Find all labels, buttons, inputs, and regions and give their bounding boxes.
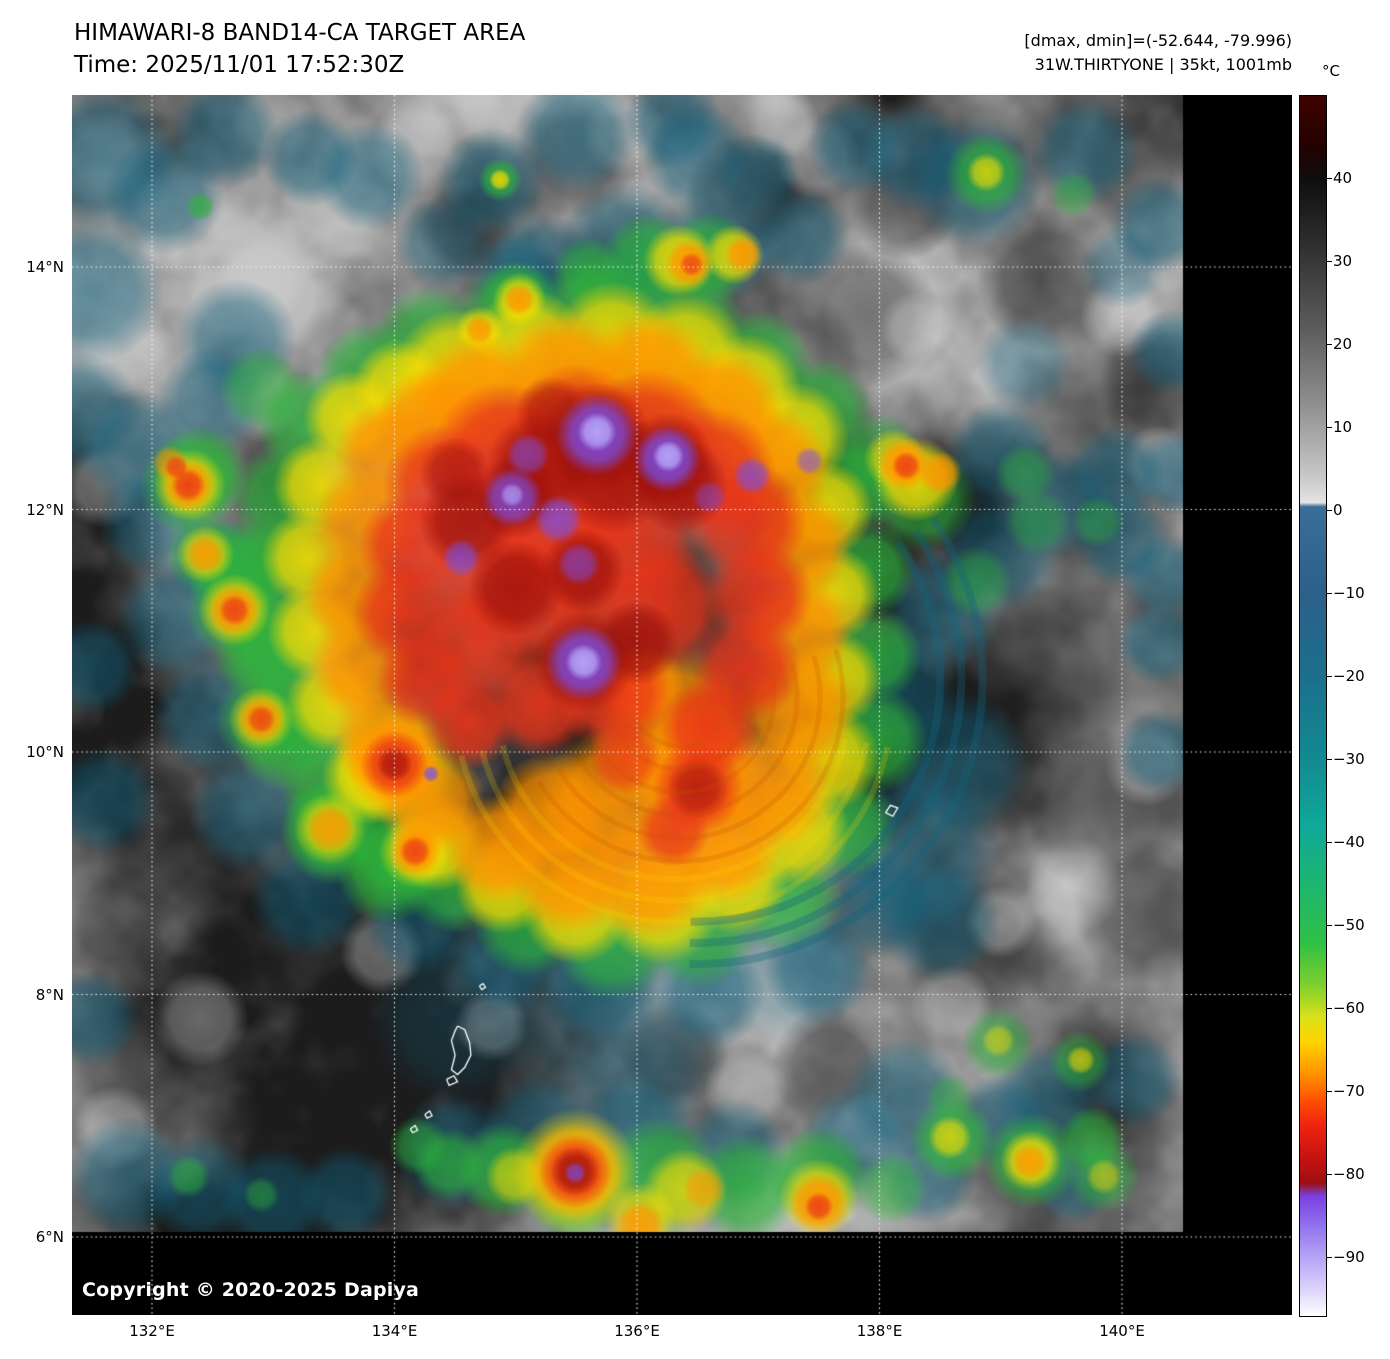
lat-label: 6°N [35, 1228, 64, 1246]
lat-label: 12°N [26, 500, 64, 519]
colorbar-tick-label: −90 [1326, 1247, 1365, 1266]
colorbar-tick-label: −50 [1326, 915, 1365, 934]
colorbar-tick-label: −10 [1326, 583, 1365, 602]
map-plot: Copyright © 2020-2025 Dapiya [72, 95, 1292, 1315]
colorbar-unit-label: °C [1322, 62, 1340, 80]
copyright-text: Copyright © 2020-2025 Dapiya [82, 1279, 420, 1301]
lat-label: 8°N [35, 985, 64, 1004]
lon-label: 140°E [1099, 1322, 1145, 1340]
colorbar-tick-label: 30 [1325, 251, 1353, 270]
colorbar-tick-label: −80 [1326, 1164, 1365, 1183]
figure-title: HIMAWARI-8 BAND14-CA TARGET AREA [74, 20, 526, 46]
colorbar-tick-label: 0 [1326, 500, 1343, 519]
colorbar-tick-label: −30 [1326, 749, 1365, 768]
lon-label: 138°E [856, 1322, 903, 1340]
colorbar-tick-label: 40 [1325, 168, 1353, 187]
lon-label: 134°E [371, 1322, 418, 1340]
colorbar-tick-label: −70 [1326, 1081, 1365, 1100]
lon-label: 132°E [129, 1322, 175, 1340]
colorbar-tick-label: −60 [1326, 998, 1365, 1017]
figure-time: Time: 2025/11/01 17:52:30Z [74, 52, 405, 78]
colorbar-tick-label: −20 [1326, 666, 1365, 685]
satellite-canvas [72, 95, 1292, 1315]
colorbar-tick-label: 10 [1325, 417, 1353, 436]
lat-label: 14°N [26, 258, 64, 276]
dmax-dmin-readout: [dmax, dmin]=(-52.644, -79.996) [1024, 31, 1292, 50]
colorbar-tick-label: 20 [1325, 334, 1353, 353]
storm-info: 31W.THIRTYONE | 35kt, 1001mb [1034, 55, 1292, 74]
colorbar-tick-label: −40 [1326, 832, 1365, 851]
colorbar [1299, 95, 1327, 1317]
lon-label: 136°E [614, 1322, 660, 1340]
lat-label: 10°N [26, 743, 64, 761]
